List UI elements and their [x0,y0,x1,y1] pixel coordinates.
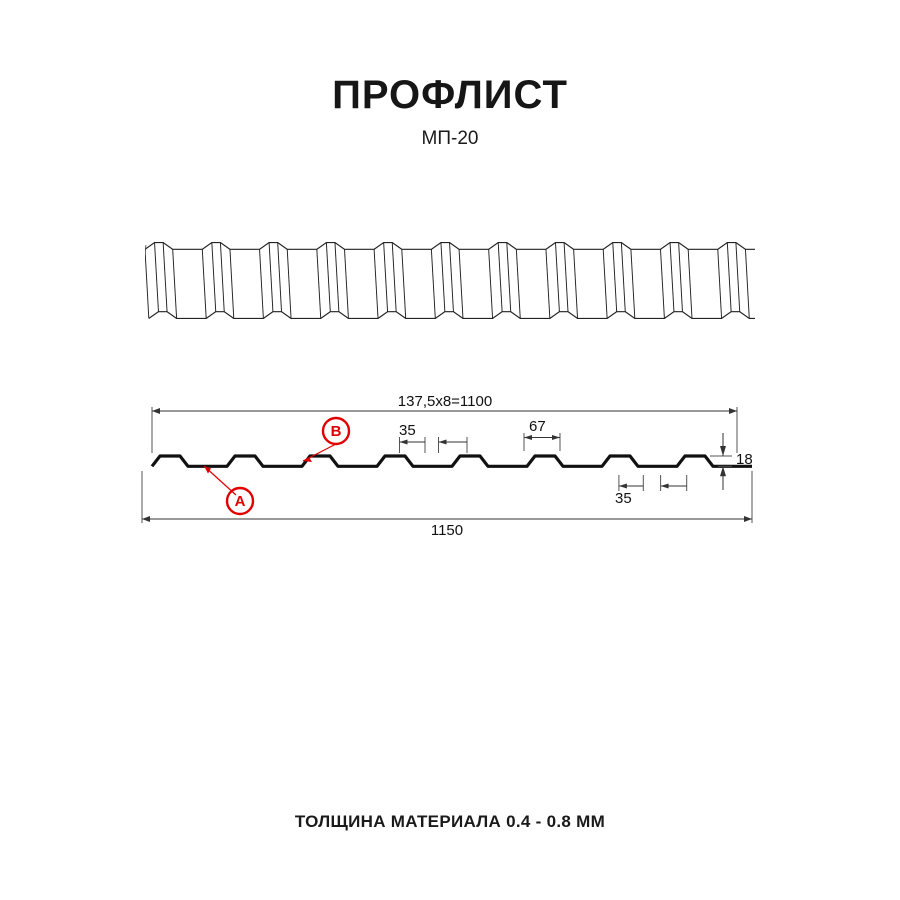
svg-text:B: B [331,423,342,440]
svg-text:35: 35 [399,422,416,439]
svg-text:18: 18 [736,451,753,468]
svg-text:1150: 1150 [431,522,463,539]
svg-text:A: A [235,493,246,510]
svg-text:67: 67 [529,418,546,435]
svg-text:35: 35 [615,490,632,507]
svg-text:137,5x8=1100: 137,5x8=1100 [398,395,492,410]
